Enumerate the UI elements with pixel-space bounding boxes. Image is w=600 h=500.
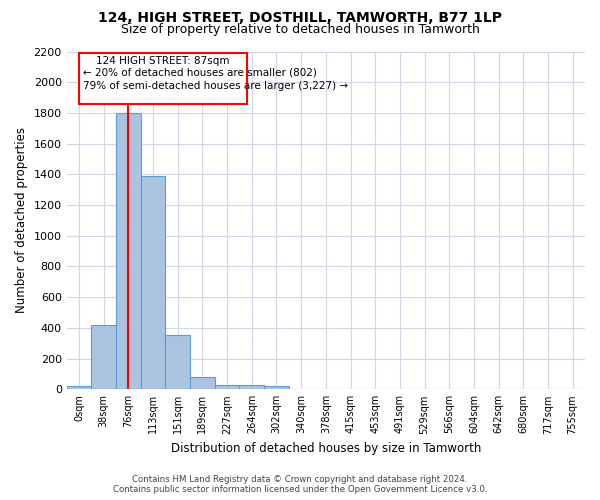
- Bar: [116, 113, 141, 390]
- Bar: [141, 176, 166, 390]
- Text: Contains HM Land Registry data © Crown copyright and database right 2024.
Contai: Contains HM Land Registry data © Crown c…: [113, 474, 487, 494]
- X-axis label: Distribution of detached houses by size in Tamworth: Distribution of detached houses by size …: [170, 442, 481, 455]
- Text: Size of property relative to detached houses in Tamworth: Size of property relative to detached ho…: [121, 22, 479, 36]
- Text: 124 HIGH STREET: 87sqm: 124 HIGH STREET: 87sqm: [96, 56, 230, 66]
- Bar: [239, 386, 264, 390]
- Text: 79% of semi-detached houses are larger (3,227) →: 79% of semi-detached houses are larger (…: [83, 82, 348, 92]
- Bar: [264, 386, 289, 390]
- Bar: [166, 335, 190, 390]
- Text: 124, HIGH STREET, DOSTHILL, TAMWORTH, B77 1LP: 124, HIGH STREET, DOSTHILL, TAMWORTH, B7…: [98, 11, 502, 25]
- Bar: [67, 386, 91, 390]
- Bar: [190, 377, 215, 390]
- FancyBboxPatch shape: [79, 53, 247, 104]
- Bar: [91, 325, 116, 390]
- Text: ← 20% of detached houses are smaller (802): ← 20% of detached houses are smaller (80…: [83, 68, 317, 78]
- Bar: [215, 384, 239, 390]
- Y-axis label: Number of detached properties: Number of detached properties: [15, 128, 28, 314]
